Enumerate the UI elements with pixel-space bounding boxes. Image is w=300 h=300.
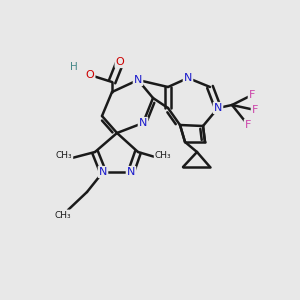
Text: N: N <box>139 118 147 128</box>
Text: O: O <box>116 57 124 67</box>
Text: N: N <box>214 103 222 113</box>
Text: CH₃: CH₃ <box>55 211 71 220</box>
Text: N: N <box>134 75 142 85</box>
Text: N: N <box>99 167 107 177</box>
Text: N: N <box>184 73 192 83</box>
Text: CH₃: CH₃ <box>155 151 171 160</box>
Text: H: H <box>70 62 78 72</box>
Text: F: F <box>249 90 255 100</box>
Text: F: F <box>252 105 258 115</box>
Text: CH₃: CH₃ <box>56 152 72 160</box>
Text: N: N <box>127 167 135 177</box>
Text: F: F <box>245 120 251 130</box>
Text: O: O <box>85 70 94 80</box>
